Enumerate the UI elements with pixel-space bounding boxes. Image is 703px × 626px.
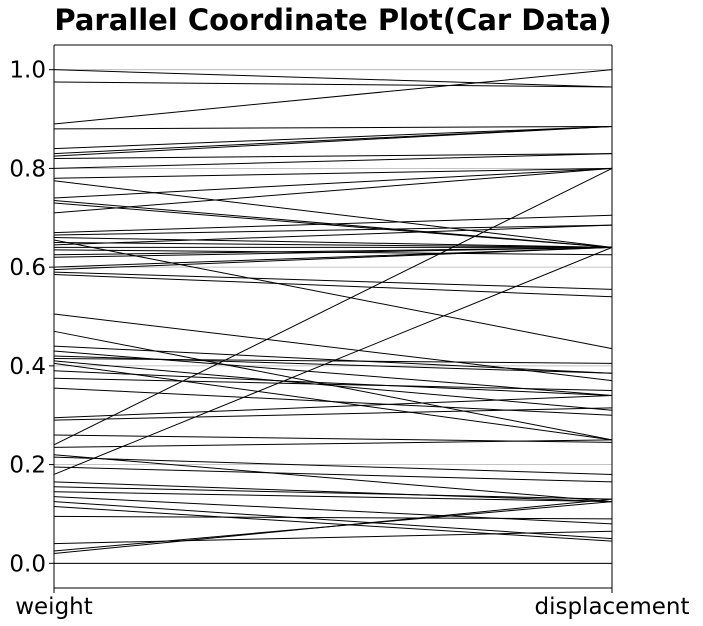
data-line-8	[53, 153, 613, 169]
ytick-label-2: 0.4	[9, 354, 46, 380]
chart-title: Parallel Coordinate Plot(Car Data)	[54, 3, 611, 37]
data-line-29	[53, 313, 613, 382]
data-line-20	[53, 224, 613, 246]
data-line-31	[53, 345, 613, 374]
ytick-label-5: 1.0	[9, 58, 46, 84]
tick-labels: 0.0 0.2 0.4 0.6 0.8 1.0 weight displacement	[9, 58, 689, 620]
data-line-54	[53, 506, 613, 542]
ytick-label-3: 0.6	[9, 255, 46, 281]
data-line-3	[53, 125, 613, 130]
data-line-48	[53, 246, 613, 475]
data-lines	[53, 69, 613, 564]
data-line-13	[53, 202, 613, 248]
ytick-label-1: 0.2	[9, 453, 46, 479]
data-line-47	[53, 466, 613, 483]
data-line-46	[53, 456, 613, 475]
data-line-2	[53, 69, 613, 125]
data-line-51	[53, 491, 613, 503]
data-line-10	[53, 180, 613, 248]
data-line-19	[53, 241, 613, 248]
data-line-0	[53, 69, 613, 88]
data-line-9	[53, 167, 613, 179]
data-line-27	[53, 271, 613, 290]
data-line-43	[53, 167, 613, 446]
data-line-45	[53, 454, 613, 503]
data-line-39	[53, 387, 613, 416]
ytick-label-0: 0.0	[9, 551, 46, 577]
xtick-label-displacement: displacement	[534, 594, 689, 620]
data-line-56	[53, 530, 613, 545]
data-line-1	[53, 81, 613, 88]
data-line-35	[53, 360, 613, 411]
ytick-label-4: 0.8	[9, 156, 46, 182]
data-line-24	[53, 246, 613, 258]
axes	[49, 44, 613, 593]
data-line-28	[53, 274, 613, 298]
data-line-37	[53, 370, 613, 396]
data-line-7	[53, 153, 613, 160]
xtick-label-weight: weight	[15, 594, 93, 620]
data-line-17	[53, 237, 613, 248]
data-line-50	[53, 486, 613, 500]
data-line-33	[53, 355, 613, 374]
data-line-40	[53, 394, 613, 419]
data-line-18	[53, 239, 613, 350]
data-line-14	[53, 167, 613, 214]
data-line-53	[53, 501, 613, 540]
data-line-58	[53, 498, 613, 554]
data-line-26	[53, 246, 613, 271]
data-line-15	[53, 214, 613, 234]
data-line-49	[53, 481, 613, 503]
data-line-16	[53, 224, 613, 236]
data-line-11	[53, 167, 613, 199]
data-line-4	[53, 125, 613, 150]
data-line-52	[53, 496, 613, 525]
data-line-38	[53, 377, 613, 392]
data-line-44	[53, 439, 613, 448]
data-line-55	[53, 515, 613, 520]
data-line-41	[53, 407, 613, 421]
gridlines	[54, 69, 612, 564]
data-line-6	[53, 125, 613, 157]
